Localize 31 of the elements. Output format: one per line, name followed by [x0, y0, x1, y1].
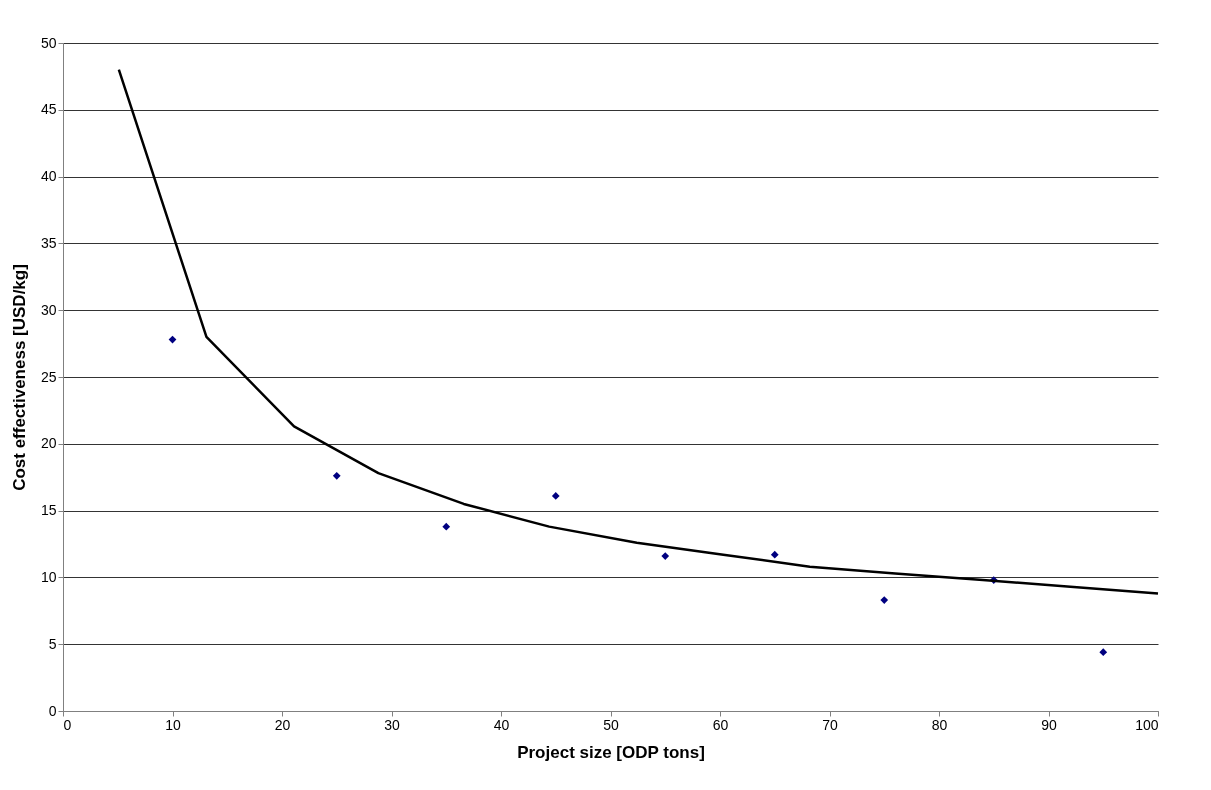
y-tick-label: 0 [48, 702, 57, 719]
point [1099, 648, 1108, 657]
y-tick-label: 5 [48, 635, 57, 652]
y-axis-title: Cost effectiveness [USD/kg] [9, 264, 29, 491]
y-tick-label: 45 [40, 101, 57, 118]
y-tick-label: 35 [40, 234, 57, 251]
y-tick-label: 40 [40, 168, 57, 185]
y-tick-label: 50 [40, 34, 57, 51]
x-tick-label: 20 [274, 716, 291, 733]
x-tick-label: 70 [822, 716, 838, 733]
x-tick-label: 0 [63, 716, 72, 733]
point [332, 471, 341, 480]
y-tick-label: 30 [40, 301, 57, 318]
x-tick-label: 30 [384, 716, 400, 733]
x-axis-title: Project size [ODP tons] [517, 742, 705, 762]
point [770, 550, 779, 559]
point [442, 522, 451, 531]
point [661, 552, 670, 560]
x-tick-label: 10 [165, 716, 181, 733]
x-tick-label: 40 [493, 716, 510, 733]
x-tick-label: 50 [603, 716, 619, 733]
point [880, 596, 889, 604]
y-tick-label: 10 [40, 568, 57, 585]
x-tick-label: 80 [931, 716, 948, 733]
y-tick-label: 20 [40, 435, 57, 452]
x-tick-label: 90 [1041, 716, 1057, 733]
x-tick-label: 100 [1135, 716, 1159, 733]
y-tick-label: 15 [40, 502, 57, 519]
point [551, 492, 560, 500]
y-tick-label: 25 [40, 368, 57, 385]
x-tick-label: 60 [712, 716, 729, 733]
